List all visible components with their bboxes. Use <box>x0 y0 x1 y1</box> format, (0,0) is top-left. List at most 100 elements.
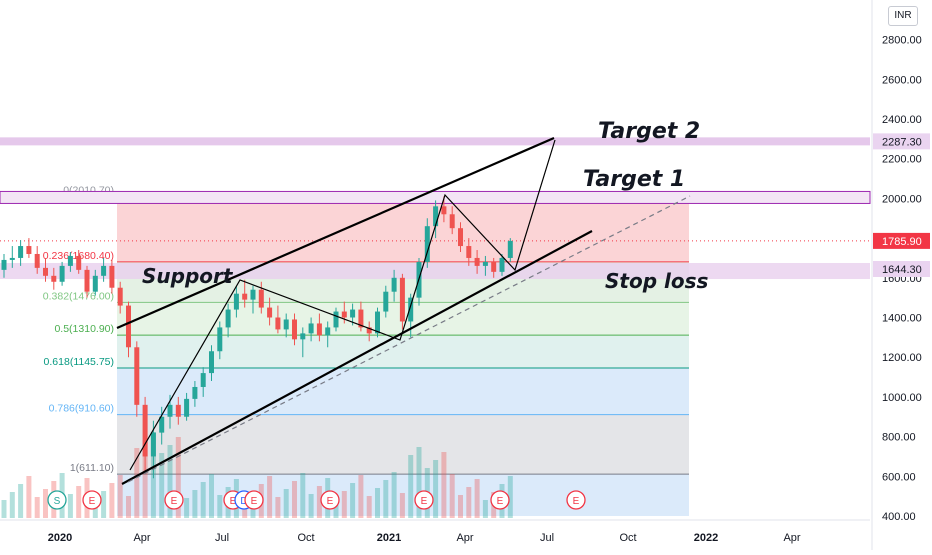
candle <box>192 381 198 407</box>
candle-body <box>408 297 414 322</box>
volume-bar <box>416 447 422 518</box>
volume-bar <box>267 476 273 518</box>
y-tick-label: 2800.00 <box>882 35 922 47</box>
fib-label-0.618: 0.618(1145.75) <box>44 356 114 368</box>
x-tick-label: 2022 <box>694 532 718 544</box>
x-axis-ticks: 2020 Apr Jul Oct 2021 Apr Jul Oct 2022 Apr <box>48 532 801 544</box>
candle <box>333 307 339 332</box>
candle <box>341 301 347 324</box>
price-tag-label: 1785.90 <box>882 236 922 248</box>
event-marker-circle <box>47 490 67 510</box>
candle <box>275 305 281 334</box>
candle-body <box>350 309 356 318</box>
candle <box>142 396 148 473</box>
candle <box>424 218 430 268</box>
currency-label[interactable]: INR <box>888 6 918 26</box>
candle-body <box>300 333 306 340</box>
candle <box>391 269 397 302</box>
event-marker-circle <box>244 490 264 510</box>
candle <box>433 200 439 239</box>
candle-body <box>217 327 223 352</box>
volume-bar <box>399 493 405 518</box>
volume-bar <box>316 486 322 518</box>
y-tick-label: 1000.00 <box>882 392 922 404</box>
candle-body <box>34 253 40 268</box>
candle-body <box>134 347 140 405</box>
candle <box>499 253 505 276</box>
fib-label-0.382: 0.382(1476.00) <box>43 290 114 302</box>
volume-bar <box>449 474 455 518</box>
volume-bar <box>350 483 356 518</box>
event-marker: E <box>414 490 434 510</box>
candle <box>92 269 98 296</box>
y-tick-label: 2600.00 <box>882 74 922 86</box>
y-tick-label: 2000.00 <box>882 193 922 205</box>
volume-bar <box>67 494 73 518</box>
volume-bar <box>134 448 140 518</box>
fib-zone-0.5 <box>117 335 689 368</box>
price-tag-label: 1644.30 <box>882 264 922 276</box>
candle-body <box>316 323 322 336</box>
candle-body <box>109 265 115 288</box>
fib-label-0.786: 0.786(910.60) <box>49 403 114 415</box>
y-tick-label: 400.00 <box>882 511 916 523</box>
volume-bar <box>175 437 181 518</box>
target-1-band <box>0 190 871 204</box>
price-tag-bg <box>873 133 930 150</box>
volume-bar <box>375 488 380 518</box>
event-marker: E <box>244 490 264 510</box>
candle <box>292 313 297 346</box>
x-tick-label: 2021 <box>377 532 401 544</box>
dashed-trend-line <box>127 195 691 483</box>
volume-bar <box>482 500 488 518</box>
event-marker-circle <box>490 490 510 510</box>
event-marker-label: E <box>251 496 258 507</box>
candle-body <box>26 246 32 254</box>
candle <box>184 392 190 421</box>
candle <box>491 257 497 278</box>
price-tag-bg <box>873 232 930 249</box>
volume-bar <box>283 489 289 518</box>
candle <box>458 222 463 252</box>
volume-bar <box>200 482 206 518</box>
volume-bar <box>433 460 439 518</box>
stop-loss-band <box>0 263 870 280</box>
event-marker-circle <box>164 490 184 510</box>
volume-bar <box>308 494 314 518</box>
candle <box>101 257 107 282</box>
candle-body <box>267 307 273 318</box>
candle <box>209 345 214 382</box>
candle-body <box>242 293 248 300</box>
fib-label-1: 1(611.10) <box>70 462 114 474</box>
event-marker-circle <box>82 490 102 510</box>
candle-body <box>175 404 181 417</box>
candle-body <box>424 226 430 262</box>
candle-body <box>383 291 389 312</box>
candle-body <box>142 404 148 457</box>
candle <box>408 293 414 338</box>
volume-bar <box>109 483 115 518</box>
candle-body <box>507 240 513 258</box>
candle <box>59 261 65 286</box>
volume-bar <box>391 472 397 518</box>
candle-body <box>391 277 397 292</box>
candle-body <box>233 293 239 310</box>
x-tick-label: Jul <box>540 532 554 544</box>
candle <box>134 341 140 417</box>
candle-body <box>449 214 455 229</box>
event-marker: E <box>490 490 510 510</box>
candle-body <box>184 398 190 417</box>
volume-bar <box>1 500 7 518</box>
price-tag-bg <box>873 261 930 278</box>
candle-body <box>399 277 405 322</box>
volume-bar <box>507 476 513 518</box>
volume-bar <box>101 491 107 518</box>
volume-bar <box>217 495 223 518</box>
event-marker: E <box>82 490 102 510</box>
candle <box>283 313 289 338</box>
price-tag: 2287.30 <box>873 133 930 150</box>
candle-body <box>159 416 165 433</box>
